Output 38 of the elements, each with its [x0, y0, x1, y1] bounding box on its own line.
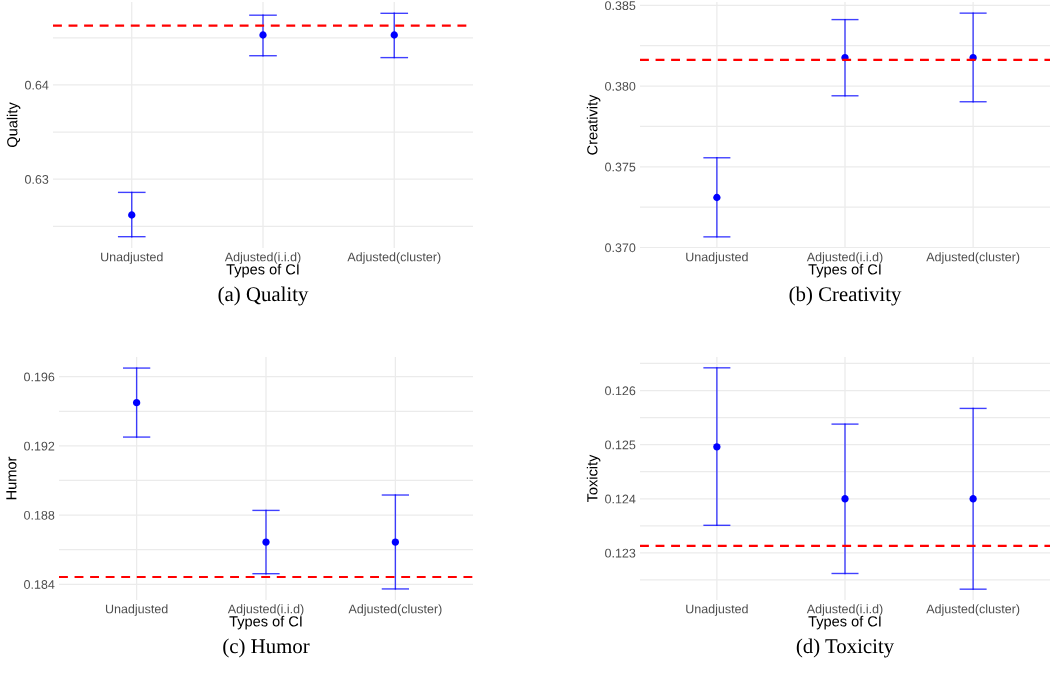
x-axis-title: Types of CI [808, 263, 881, 278]
y-tick-label: 0.125 [605, 440, 636, 450]
y-tick-label: 0.196 [24, 372, 55, 382]
y-tick-label: 0.124 [605, 494, 636, 504]
y-tick-label: 0.188 [24, 510, 55, 520]
text: 0.370 [605, 243, 636, 253]
y-axis-title: Creativity [586, 94, 601, 155]
text: (a) Quality [218, 286, 309, 306]
y-tick-label: 0.192 [24, 441, 55, 451]
x-tick-label: Adjusted(i.i.d) [224, 252, 301, 264]
y-tick-label: 0.126 [605, 386, 636, 396]
x-tick-label: Adjusted(cluster) [926, 252, 1020, 264]
x-tick-label: Unadjusted [686, 252, 748, 264]
x-tick-label: Adjusted(i.i.d) [806, 252, 883, 264]
y-tick-label: 0.64 [25, 80, 49, 90]
y-tick-label: 0.184 [24, 580, 55, 589]
y-tick-label: 0.375 [605, 162, 636, 172]
x-tick-label: Adjusted(cluster) [926, 604, 1020, 616]
x-tick-label: Unadjusted [105, 604, 168, 616]
y-tick-label: 0.63 [25, 175, 49, 184]
x-axis-title: Types of CI [226, 263, 299, 278]
x-tick-label: Adjusted(i.i.d) [227, 604, 304, 616]
x-tick-label: Adjusted(i.i.d) [806, 604, 883, 616]
text: (d) Toxicity [796, 638, 895, 658]
x-axis-title: Types of CI [229, 615, 302, 630]
x-tick-label: Adjusted(cluster) [347, 252, 441, 264]
text: (b) Creativity [789, 286, 902, 306]
x-tick-label: Unadjusted [686, 604, 748, 616]
text: 0.380 [605, 81, 636, 91]
text: (c) Humor [223, 638, 310, 658]
y-tick-label: 0.123 [605, 548, 636, 558]
x-tick-label: Adjusted(cluster) [348, 604, 442, 616]
y-axis-title: Toxicity [586, 454, 601, 503]
x-axis-title: Types of CI [808, 615, 881, 630]
x-tick-label: Unadjusted [101, 252, 163, 264]
y-axis-title: Quality [6, 102, 21, 147]
y-tick-label: 0.385 [605, 1, 636, 11]
y-axis-title: Humor [6, 456, 17, 500]
